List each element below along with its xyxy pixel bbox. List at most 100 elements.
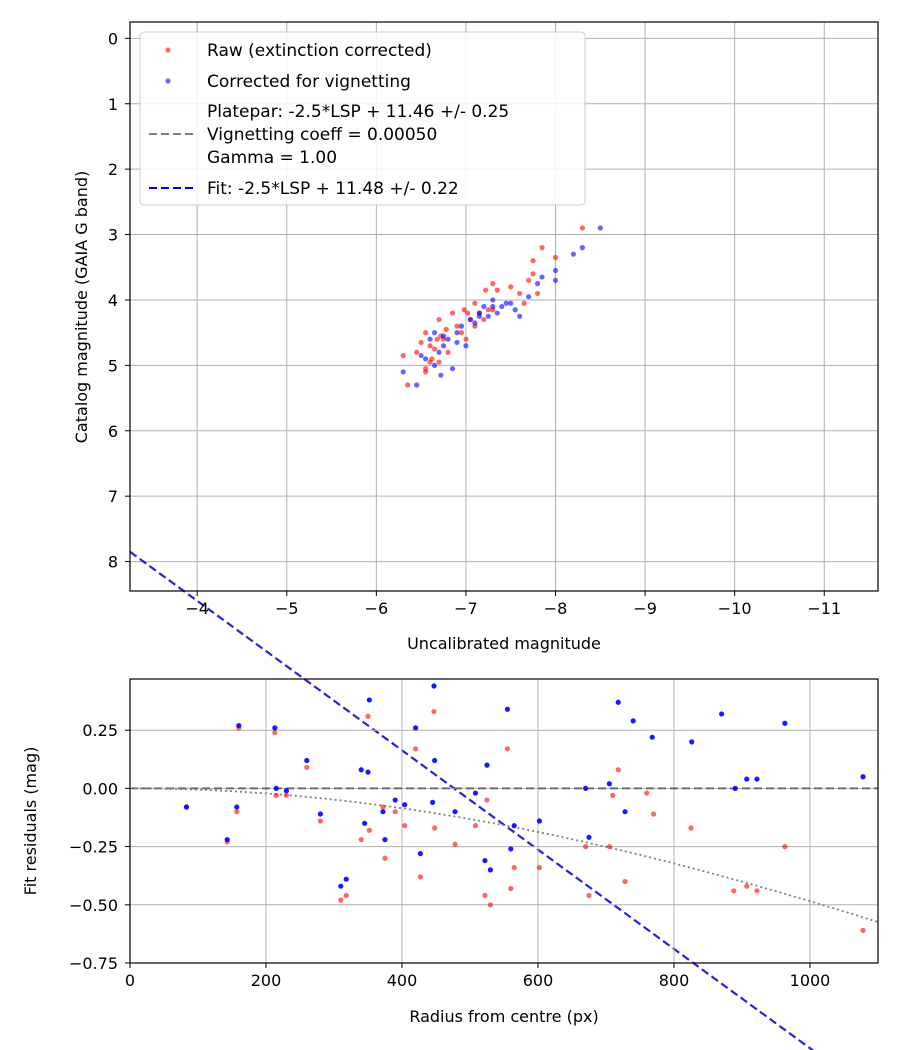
corrected-point xyxy=(539,274,545,280)
raw-point xyxy=(490,281,496,287)
corrected-point xyxy=(427,336,433,342)
residual-corrected-point xyxy=(362,820,368,826)
residual-corrected-point xyxy=(413,725,419,731)
top-x-tick-label: −11 xyxy=(807,599,841,618)
residual-raw-point xyxy=(338,897,344,903)
residual-corrected-point xyxy=(484,762,490,768)
fit-line xyxy=(129,550,815,1050)
corrected-point xyxy=(526,294,532,300)
corrected-point xyxy=(436,349,442,355)
residual-raw-point xyxy=(317,818,323,824)
residual-raw-point xyxy=(536,864,542,871)
raw-point xyxy=(521,300,527,306)
legend-corrected-marker xyxy=(165,78,171,84)
corrected-point xyxy=(440,333,447,339)
top-plot-frame xyxy=(129,21,879,592)
raw-point xyxy=(465,310,471,316)
residual-corrected-point xyxy=(304,757,310,764)
raw-point xyxy=(400,352,406,359)
residual-raw-point xyxy=(688,825,694,831)
corrected-point xyxy=(579,245,585,251)
raw-point xyxy=(449,310,456,316)
corrected-point xyxy=(467,316,474,323)
residual-corrected-point xyxy=(358,767,364,773)
residual-raw-point xyxy=(234,809,240,815)
bottom-raw-points xyxy=(183,708,866,934)
bottom-x-tick-label: 600 xyxy=(523,971,554,990)
bottom-reference-lines xyxy=(130,787,879,923)
corrected-point xyxy=(423,356,429,362)
residual-corrected-point xyxy=(432,757,438,764)
residual-corrected-point xyxy=(754,776,760,782)
residual-raw-point xyxy=(504,746,510,752)
residual-corrected-point xyxy=(366,697,372,703)
vignetting-curve xyxy=(130,787,879,923)
bottom-x-tick-label: 400 xyxy=(387,971,418,990)
bottom-x-tick-label: 200 xyxy=(251,971,282,990)
raw-point xyxy=(436,359,442,365)
top-x-tick-label: −7 xyxy=(454,599,478,618)
residual-corrected-point xyxy=(452,809,458,815)
residual-corrected-point xyxy=(649,734,655,740)
residual-raw-point xyxy=(622,878,628,885)
corrected-point xyxy=(490,303,496,310)
raw-point xyxy=(526,277,532,283)
top-x-tick-label: −4 xyxy=(185,599,209,618)
residual-corrected-point xyxy=(536,818,542,824)
residual-raw-point xyxy=(304,764,310,771)
bottom-x-tick-label: 1000 xyxy=(790,971,831,990)
residual-corrected-point xyxy=(504,706,510,712)
residual-corrected-point xyxy=(615,699,621,705)
top-x-tick-label: −10 xyxy=(718,599,752,618)
raw-point xyxy=(534,290,541,297)
corrected-point xyxy=(449,366,456,372)
corrected-point xyxy=(508,300,514,306)
legend-vignetting-label: Vignetting coeff = 0.00050 xyxy=(207,125,437,145)
residual-corrected-point xyxy=(317,811,323,817)
bottom-y-tick-label: 0.00 xyxy=(82,779,118,798)
legend-corrected-label: Corrected for vignetting xyxy=(207,72,411,92)
raw-point xyxy=(423,330,429,336)
residual-raw-point xyxy=(366,827,372,833)
corrected-point xyxy=(438,372,444,378)
residual-corrected-point xyxy=(417,850,423,857)
residual-corrected-point xyxy=(860,774,866,780)
residual-corrected-point xyxy=(508,846,514,852)
residual-corrected-point xyxy=(689,739,695,745)
residual-raw-point xyxy=(273,792,279,798)
raw-point xyxy=(418,339,424,346)
residual-raw-point xyxy=(472,823,479,829)
raw-point xyxy=(485,307,491,313)
legend-fit-label: Fit: -2.5*LSP + 11.48 +/- 0.22 xyxy=(207,179,459,199)
corrected-point xyxy=(494,310,500,316)
bottom-x-tick-label: 0 xyxy=(125,971,135,990)
legend-raw-label: Raw (extinction corrected) xyxy=(207,41,432,61)
corrected-point xyxy=(431,330,438,336)
residual-corrected-point xyxy=(236,722,242,729)
corrected-point xyxy=(552,277,559,283)
top-y-ticks: 0 1 2 3 4 5 6 7 8 xyxy=(108,29,130,572)
residual-corrected-point xyxy=(606,781,613,787)
residual-raw-point xyxy=(487,902,493,908)
residual-raw-point xyxy=(482,892,488,899)
residual-corrected-point xyxy=(183,804,190,810)
residual-raw-point xyxy=(644,790,650,796)
corrected-point xyxy=(597,225,603,231)
residual-corrected-point xyxy=(431,683,437,689)
raw-point xyxy=(454,323,460,329)
corrected-point xyxy=(454,330,460,336)
corrected-point xyxy=(431,362,438,368)
bottom-y-axis-label: Fit residuals (mag) xyxy=(21,747,40,896)
raw-point xyxy=(429,356,435,362)
residual-corrected-point xyxy=(338,883,344,889)
raw-point xyxy=(405,382,411,388)
corrected-point xyxy=(499,303,505,310)
raw-point xyxy=(483,287,489,293)
top-y-tick-label: 4 xyxy=(108,291,118,310)
residual-corrected-point xyxy=(719,711,725,717)
top-x-ticks: −4 −5 −6 −7 −8 −9 −10 −11 xyxy=(185,591,841,618)
corrected-point xyxy=(463,343,469,349)
residual-raw-point xyxy=(365,713,371,719)
bottom-y-ticks: 0.25 0.00 −0.25 −0.50 −0.75 xyxy=(69,721,130,973)
corrected-point xyxy=(512,307,518,313)
